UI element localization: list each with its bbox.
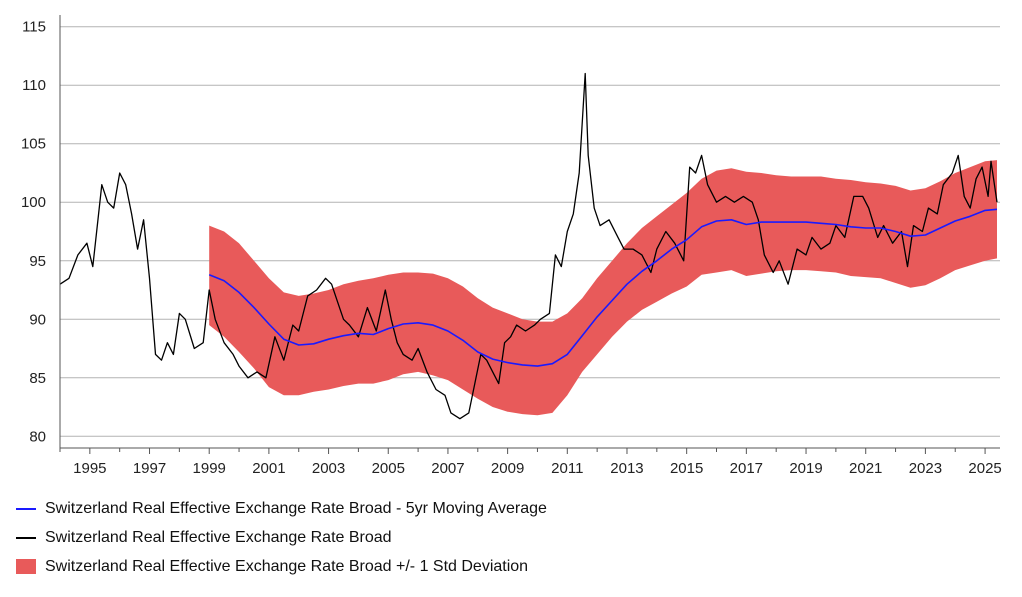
y-tick-label-100: 100: [21, 194, 46, 211]
legend-label-moving-average: Switzerland Real Effective Exchange Rate…: [45, 499, 547, 517]
y-tick-label-110: 110: [22, 77, 46, 94]
legend-item-exchange-rate: Switzerland Real Effective Exchange Rate…: [16, 523, 547, 552]
series-line-exchange-rate: [59, 72, 998, 420]
legend-swatch-moving-average: [16, 507, 36, 510]
x-tick-label-2023: 2023: [909, 460, 942, 477]
x-tick-label-2021: 2021: [849, 460, 882, 477]
std-deviation-band: [209, 160, 997, 416]
x-tick-label-2005: 2005: [372, 460, 405, 477]
series-line-moving-average: [208, 208, 998, 367]
x-tick-label-2017: 2017: [730, 460, 763, 477]
x-tick-label-2015: 2015: [670, 460, 703, 477]
x-tick-label-2009: 2009: [491, 460, 524, 477]
x-tick-label-1999: 1999: [193, 460, 226, 477]
y-axis-tick-labels: 80 85 90 95 100 105 110 115: [21, 19, 46, 446]
legend-item-std-deviation: Switzerland Real Effective Exchange Rate…: [16, 552, 547, 581]
y-tick-label-85: 85: [29, 370, 46, 387]
x-tick-label-2007: 2007: [431, 460, 464, 477]
x-tick-label-2001: 2001: [252, 460, 285, 477]
y-tick-label-80: 80: [29, 428, 46, 445]
x-tick-label-2019: 2019: [789, 460, 822, 477]
series-layer: [59, 72, 998, 420]
std-deviation-band-layer: [209, 160, 997, 416]
y-tick-label-115: 115: [22, 19, 46, 36]
x-tick-label-2025: 2025: [968, 460, 1001, 477]
y-tick-label-95: 95: [29, 253, 46, 270]
legend-item-moving-average: Switzerland Real Effective Exchange Rate…: [16, 494, 547, 523]
x-tick-label-1997: 1997: [133, 460, 166, 477]
legend-swatch-std-deviation: [16, 559, 36, 574]
x-tick-label-2011: 2011: [551, 460, 583, 477]
x-tick-label-1995: 1995: [73, 460, 106, 477]
legend-swatch-exchange-rate: [16, 536, 36, 539]
legend: Switzerland Real Effective Exchange Rate…: [16, 494, 547, 581]
y-tick-label-90: 90: [29, 311, 46, 328]
chart-svg: 80 85 90 95 100 105 110 115 1995 1997 1999 2001 200…: [21, 15, 1002, 477]
x-axis-tick-labels: 1995 1997 1999 2001 2003 2005 2007 2009 2011 2013…: [73, 460, 1002, 477]
legend-label-exchange-rate: Switzerland Real Effective Exchange Rate…: [45, 528, 392, 546]
x-tick-label-2013: 2013: [610, 460, 643, 477]
axes: [59, 15, 1000, 454]
x-tick-label-2003: 2003: [312, 460, 345, 477]
legend-label-std-deviation: Switzerland Real Effective Exchange Rate…: [45, 557, 529, 575]
y-tick-label-105: 105: [21, 136, 46, 153]
